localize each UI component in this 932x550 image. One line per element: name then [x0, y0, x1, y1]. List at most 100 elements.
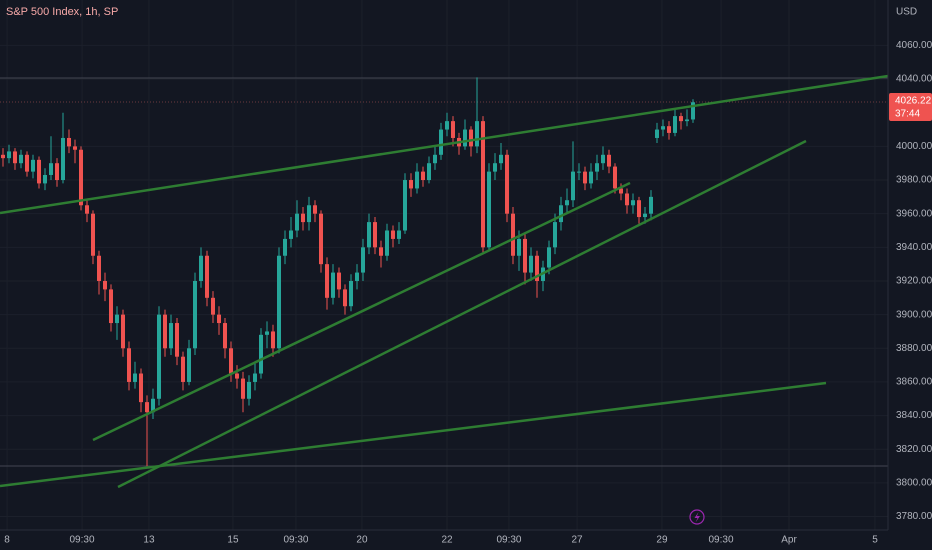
candle-body — [139, 373, 143, 403]
x-tick-label: 5 — [872, 535, 878, 546]
candle-body — [649, 196, 653, 214]
countdown: 37:44 — [895, 109, 920, 120]
x-tick-label: 20 — [356, 535, 368, 546]
candle-body — [67, 137, 71, 147]
candle-body — [409, 180, 413, 189]
candle-body — [169, 323, 173, 349]
candle-body — [427, 163, 431, 181]
candle-body — [547, 247, 551, 268]
candle-body — [343, 289, 347, 307]
candle-body — [439, 129, 443, 155]
candle-body — [289, 230, 293, 239]
candle-body — [325, 264, 329, 298]
candle-body — [349, 280, 353, 307]
candle-body — [505, 154, 509, 214]
candle-body — [109, 289, 113, 324]
chart-title: S&P 500 Index, 1h, SP — [6, 6, 118, 18]
candle-body — [115, 314, 119, 324]
candle-body — [517, 238, 521, 256]
candle-body — [211, 297, 215, 315]
candle-body — [49, 163, 53, 175]
candle-body — [529, 255, 533, 273]
y-tick-label: 3800.00 — [896, 478, 932, 489]
candle-body — [445, 121, 449, 130]
candle-body — [259, 334, 263, 374]
candle-body — [601, 154, 605, 164]
candle-body — [379, 247, 383, 256]
candle-body — [19, 154, 23, 164]
candle-body — [355, 272, 359, 281]
candle-body — [85, 205, 89, 214]
candle-body — [469, 129, 473, 147]
candle-body — [559, 205, 563, 223]
candle-body — [475, 121, 479, 147]
candle-body — [229, 348, 233, 374]
y-tick-label: 3980.00 — [896, 175, 932, 186]
candle-body — [199, 255, 203, 281]
x-tick-label: 15 — [227, 535, 239, 546]
candle-body — [367, 222, 371, 248]
x-tick-label: 8 — [4, 535, 10, 546]
candle-body — [151, 398, 155, 413]
candle-body — [145, 402, 149, 413]
currency-label: USD — [896, 7, 917, 18]
candle-body — [331, 272, 335, 298]
candle-body — [391, 230, 395, 239]
candle-body — [481, 121, 485, 248]
candle-body — [487, 171, 491, 248]
candle-body — [319, 213, 323, 265]
candle-body — [217, 314, 221, 324]
candle-body — [421, 171, 425, 181]
axes: 4060.00 4040.00 4000.00 3980.00 3960.00 3940.… — [4, 40, 932, 546]
x-tick-label: 27 — [571, 535, 583, 546]
candle-body — [631, 200, 635, 206]
candle-body — [451, 121, 455, 138]
trendlines — [0, 74, 889, 489]
candle-body — [127, 348, 131, 382]
candle-body — [619, 188, 623, 194]
candle-body — [223, 323, 227, 349]
y-tick-label: 3940.00 — [896, 242, 932, 253]
y-tick-label: 3900.00 — [896, 309, 932, 320]
icon-bolt[interactable] — [694, 512, 701, 523]
y-tick-label: 3920.00 — [896, 276, 932, 287]
candle-body — [13, 151, 17, 164]
candle-body — [247, 381, 251, 399]
icon-circle[interactable] — [689, 509, 705, 525]
candle-body — [55, 163, 59, 181]
candle-body — [673, 116, 677, 133]
candle-body — [91, 213, 95, 256]
candles — [1, 77, 695, 467]
candle-body — [121, 314, 125, 349]
candle-body — [637, 200, 641, 218]
trendline — [0, 74, 889, 215]
y-tick-label: 3780.00 — [896, 511, 932, 522]
y-tick-label: 3880.00 — [896, 343, 932, 354]
x-tick-label: 22 — [441, 535, 453, 546]
x-tick-label: 13 — [143, 535, 155, 546]
candle-body — [271, 331, 275, 349]
candle-body — [337, 272, 341, 290]
candle-body — [193, 280, 197, 349]
x-tick-label: 09:30 — [496, 535, 521, 546]
candle-body — [679, 116, 683, 122]
events-icon[interactable] — [689, 509, 705, 525]
candle-body — [241, 378, 245, 399]
candle-body — [205, 255, 209, 298]
candle-body — [607, 154, 611, 167]
candle-body — [25, 154, 29, 172]
candle-body — [79, 149, 83, 206]
x-tick-label: 09:30 — [709, 535, 734, 546]
candle-body — [667, 126, 671, 133]
candle-body — [565, 200, 569, 206]
candle-body — [163, 314, 167, 349]
candle-body — [661, 126, 665, 130]
trendline — [117, 139, 807, 489]
candle-body — [397, 230, 401, 239]
candle-body — [175, 323, 179, 357]
x-tick-label: 09:30 — [283, 535, 308, 546]
candle-body — [553, 222, 557, 248]
trendline — [0, 381, 827, 488]
x-tick-label: 29 — [656, 535, 668, 546]
